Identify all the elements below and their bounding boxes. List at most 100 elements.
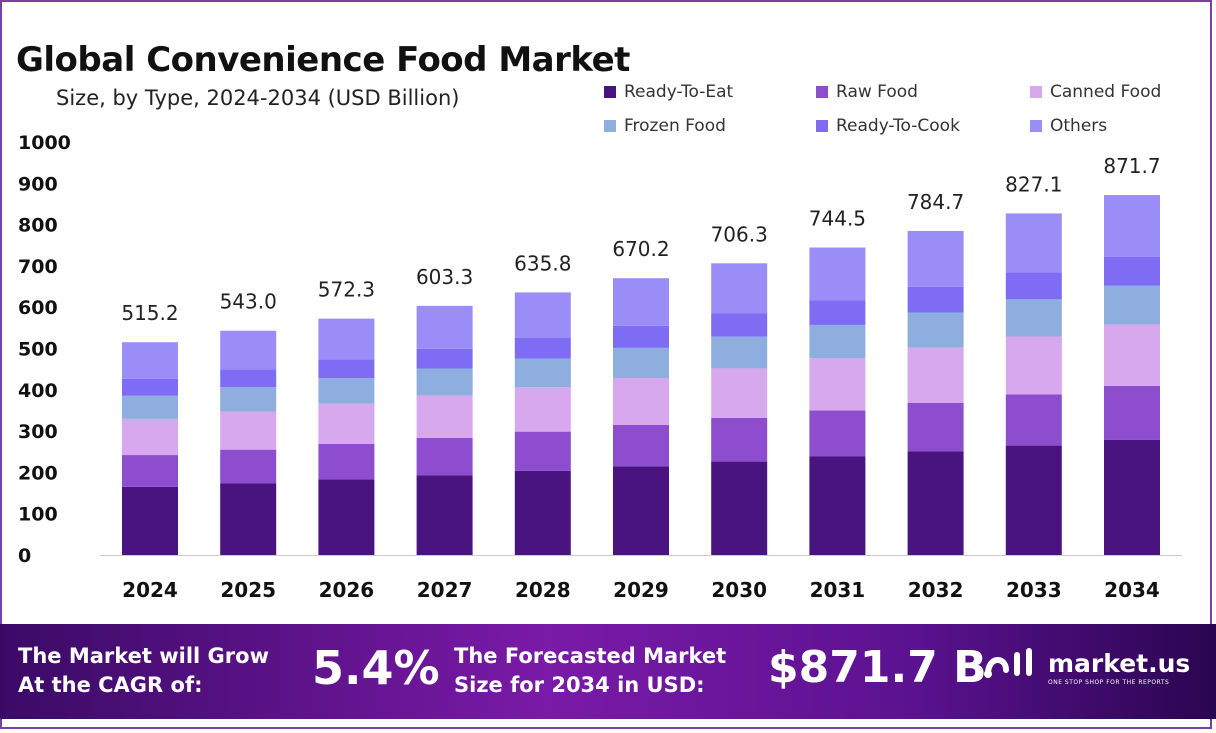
bar-segment-canned-food [907, 347, 964, 403]
cagr-label: The Market will Grow At the CAGR of: [18, 642, 269, 700]
bar-segment-ready-to-eat [122, 486, 178, 555]
bar-segment-canned-food [613, 377, 669, 425]
market-us-logo-icon [984, 648, 1032, 678]
brand-logo[interactable]: market.us [984, 646, 1190, 680]
bar-segment-canned-food [1005, 336, 1062, 395]
bar-segment-others [1005, 213, 1062, 273]
legend-item-frozen-food: Frozen Food [604, 116, 726, 136]
bar-total-label: 744.5 [809, 207, 866, 231]
x-tick-label: 2024 [122, 578, 178, 602]
bar-segment-raw-food [907, 402, 964, 452]
bar-segment-ready-to-eat [809, 456, 866, 555]
bar-segment-ready-to-cook [907, 286, 964, 313]
bar-segment-frozen-food [613, 347, 669, 378]
bar-segment-frozen-food [711, 336, 768, 369]
bar-segment-canned-food [220, 411, 277, 450]
bar-segment-others [416, 305, 473, 349]
bar-segment-ready-to-cook [613, 325, 669, 348]
bar-segment-raw-food [1104, 385, 1160, 440]
bar-total-label: 871.7 [1103, 154, 1160, 178]
bar-segment-others [613, 278, 669, 326]
legend-item-canned-food: Canned Food [1030, 82, 1161, 102]
legend-label: Others [1050, 116, 1108, 136]
y-tick-label: 600 [18, 297, 58, 319]
x-tick-label: 2029 [613, 578, 669, 602]
y-tick-label: 200 [18, 462, 58, 484]
legend-item-ready-to-cook: Ready-To-Cook [816, 116, 960, 136]
bar-total-label: 572.3 [318, 278, 375, 302]
bar-segment-others [318, 318, 375, 360]
legend-item-ready-to-eat: Ready-To-Eat [604, 82, 733, 102]
x-tick-label: 2027 [417, 578, 473, 602]
x-tick-label: 2034 [1104, 578, 1160, 602]
bar-segment-ready-to-cook [514, 337, 571, 359]
bar-total-label: 603.3 [416, 265, 473, 289]
bar-segment-canned-food [711, 368, 768, 418]
forecast-label-line1: The Forecasted Market [454, 644, 727, 668]
legend-item-raw-food: Raw Food [816, 82, 918, 102]
bar-total-label: 827.1 [1005, 172, 1062, 196]
bar-total-label: 635.8 [514, 251, 571, 275]
brand-name: market.us [1048, 648, 1191, 678]
x-tick-label: 2030 [711, 578, 767, 602]
legend-swatch [816, 120, 828, 132]
y-tick-label: 300 [18, 421, 58, 443]
forecast-label: The Forecasted Market Size for 2034 in U… [454, 642, 726, 700]
y-tick-label: 100 [18, 504, 58, 526]
y-tick-label: 800 [18, 215, 58, 237]
bar-segment-others [514, 292, 571, 338]
bar-segment-canned-food [1104, 324, 1160, 386]
bar-segment-frozen-food [1104, 285, 1160, 325]
legend-swatch [1030, 120, 1042, 132]
brand-tagline: ONE STOP SHOP FOR THE REPORTS [1048, 679, 1170, 686]
bar-segment-ready-to-cook [416, 348, 473, 369]
bar-segment-frozen-food [416, 368, 473, 396]
bar-segment-ready-to-cook [711, 313, 768, 337]
bar-segment-canned-food [122, 418, 178, 456]
legend-swatch [1030, 86, 1042, 98]
bar-segment-ready-to-cook [318, 359, 375, 379]
bar-segment-ready-to-eat [220, 483, 277, 555]
bar-segment-ready-to-cook [220, 369, 277, 388]
bar-segment-frozen-food [122, 395, 178, 419]
bar-segment-raw-food [1005, 394, 1062, 446]
bar-segment-ready-to-eat [1005, 445, 1062, 555]
chart-subtitle: Size, by Type, 2024-2034 (USD Billion) [56, 86, 460, 110]
stacked-bar-chart: 0 100 200 300 400 500 600 700 800 900 1000 515.2 202… [18, 132, 1182, 602]
bar-segment-frozen-food [907, 312, 964, 348]
bar-total-label: 670.2 [612, 237, 669, 261]
bar-segment-raw-food [809, 410, 866, 457]
bar-segment-frozen-food [514, 358, 571, 388]
bar-segment-ready-to-cook [1005, 272, 1062, 300]
bar-segment-ready-to-eat [514, 470, 571, 555]
bar-segment-ready-to-eat [1104, 439, 1160, 555]
bar-segment-raw-food [711, 417, 768, 462]
y-tick-label: 700 [18, 256, 58, 278]
cagr-label-line1: The Market will Grow [18, 644, 269, 668]
bar-total-label: 784.7 [907, 190, 964, 214]
bar-segment-ready-to-cook [122, 378, 178, 396]
bar-segment-raw-food [318, 443, 375, 480]
cagr-value: 5.4% [312, 641, 440, 695]
x-tick-label: 2025 [220, 578, 276, 602]
bar-segment-others [907, 230, 964, 287]
bar-segment-canned-food [809, 358, 866, 411]
bar-segment-frozen-food [220, 387, 277, 412]
bar-segment-others [122, 342, 178, 379]
y-tick-label: 900 [18, 173, 58, 195]
bar-segment-raw-food [122, 455, 178, 487]
legend-swatch [604, 86, 616, 98]
bar-segment-ready-to-eat [711, 461, 768, 555]
bar-segment-raw-food [613, 424, 669, 467]
bar-segment-raw-food [514, 431, 571, 471]
legend-swatch [816, 86, 828, 98]
footer-banner: The Market will Grow At the CAGR of: 5.4… [0, 624, 1216, 719]
bar-segment-canned-food [514, 387, 571, 432]
x-tick-label: 2031 [810, 578, 866, 602]
x-tick-label: 2026 [319, 578, 375, 602]
bar-segment-ready-to-eat [318, 479, 375, 555]
y-tick-label: 0 [18, 545, 31, 567]
bar-segment-others [809, 247, 866, 301]
bar-segment-ready-to-cook [809, 300, 866, 325]
bar-segment-ready-to-cook [1104, 256, 1160, 286]
